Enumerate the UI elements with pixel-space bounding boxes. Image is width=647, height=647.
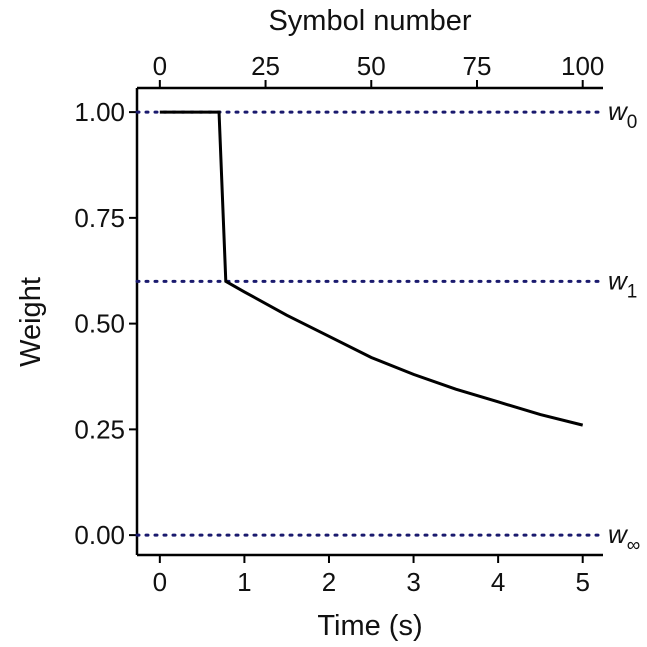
x-tick-label: 1 [237,567,251,597]
top-tick-label: 0 [153,51,167,81]
top-tick-label: 75 [463,51,492,81]
reference-subscript: 1 [627,281,638,302]
y-tick-label: 1.00 [74,97,125,127]
x-axis-label: Time (s) [317,610,422,642]
top-tick-label: 100 [561,51,604,81]
y-tick-label: 0.25 [74,414,125,444]
y-tick-label: 0.50 [74,309,125,339]
reference-label: w0 [608,96,637,133]
top-axis-label: Symbol number [268,5,471,37]
x-tick-label: 2 [322,567,336,597]
x-tick-label: 5 [575,567,589,597]
top-tick-label: 50 [357,51,386,81]
y-tick-label: 0.75 [74,203,125,233]
reference-subscript: 0 [627,112,638,133]
y-tick-label: 0.00 [74,520,125,550]
x-tick-label: 4 [491,567,505,597]
reference-symbol: w [608,265,629,295]
x-tick-label: 3 [406,567,420,597]
reference-symbol: w [608,96,629,126]
reference-label: w1 [608,265,637,302]
top-tick-label: 25 [251,51,280,81]
x-tick-label: 0 [153,567,167,597]
reference-subscript: ∞ [627,535,641,556]
reference-label: w∞ [608,519,640,556]
reference-symbol: w [608,519,629,549]
y-axis-label: Weight [15,277,47,367]
data-line [159,110,584,427]
